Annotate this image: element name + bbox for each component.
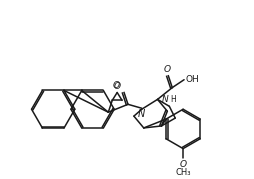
Text: CH₃: CH₃ [175, 168, 190, 177]
Text: O: O [163, 65, 170, 74]
Text: O: O [114, 82, 121, 91]
Text: N: N [138, 109, 145, 119]
Text: H: H [170, 95, 175, 104]
Text: O: O [112, 81, 119, 90]
Text: OH: OH [184, 75, 198, 84]
Text: O: O [179, 160, 186, 169]
Text: N: N [161, 95, 168, 104]
